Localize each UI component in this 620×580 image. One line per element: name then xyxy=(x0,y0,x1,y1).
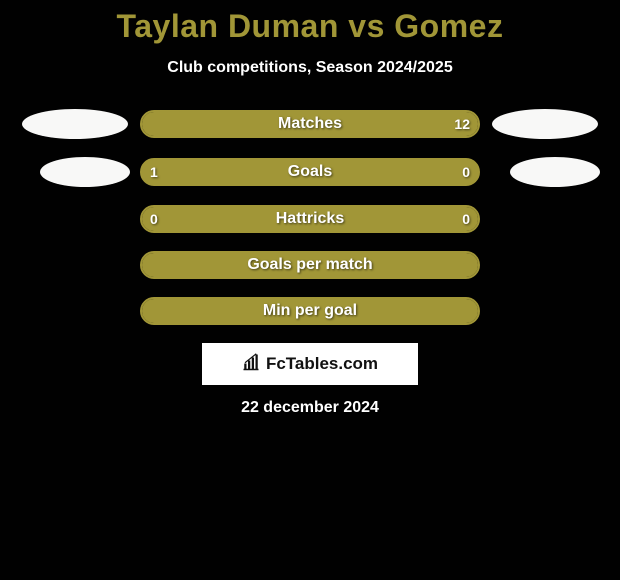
stats-rows: Matches12 1Goals0 0Hattricks0 Goals per mat… xyxy=(0,109,620,325)
stat-bar-left-seg xyxy=(142,207,478,231)
stat-bar-left-seg xyxy=(142,253,478,277)
stat-bar: Goals per match xyxy=(140,251,480,279)
stat-bar-right-seg xyxy=(142,112,478,136)
stat-row: 1Goals0 xyxy=(0,157,620,187)
page-title: Taylan Duman vs Gomez xyxy=(0,8,620,45)
right-ellipse-slot xyxy=(490,157,600,187)
player-left-ellipse xyxy=(22,109,128,139)
stat-row: 0Hattricks0 xyxy=(0,205,620,233)
stat-row: Matches12 xyxy=(0,109,620,139)
stat-bar-left-seg xyxy=(142,160,404,184)
left-ellipse-slot xyxy=(20,109,130,139)
stat-bar-left-seg xyxy=(142,299,478,323)
stat-bar: 1Goals0 xyxy=(140,158,480,186)
left-ellipse-slot xyxy=(20,157,130,187)
stat-bar: Min per goal xyxy=(140,297,480,325)
player-right-ellipse xyxy=(492,109,598,139)
stat-row: Goals per match xyxy=(0,251,620,279)
attribution-text: FcTables.com xyxy=(266,354,378,374)
player-right-ellipse xyxy=(510,157,600,187)
player-left-ellipse xyxy=(40,157,130,187)
comparison-infographic: Taylan Duman vs Gomez Club competitions,… xyxy=(0,0,620,417)
stat-bar-right-seg xyxy=(404,160,478,184)
bar-chart-icon xyxy=(242,353,260,376)
attribution-badge: FcTables.com xyxy=(202,343,418,385)
stat-row: Min per goal xyxy=(0,297,620,325)
right-ellipse-slot xyxy=(490,109,600,139)
stat-bar: Matches12 xyxy=(140,110,480,138)
stat-bar: 0Hattricks0 xyxy=(140,205,480,233)
page-subtitle: Club competitions, Season 2024/2025 xyxy=(0,59,620,77)
date-label: 22 december 2024 xyxy=(0,399,620,417)
